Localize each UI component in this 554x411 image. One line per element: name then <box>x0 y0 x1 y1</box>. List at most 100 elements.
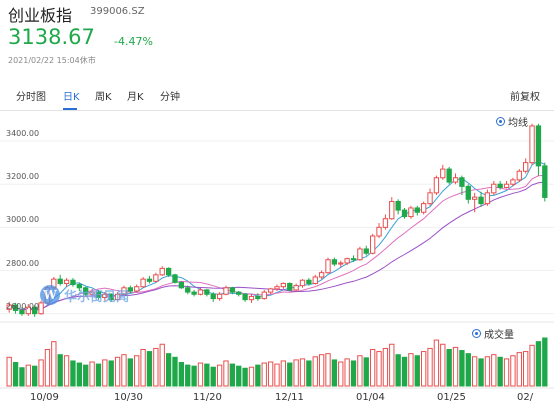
candle-body <box>153 274 159 282</box>
volume-bar <box>503 358 510 387</box>
candle-body <box>32 306 38 315</box>
volume-bar <box>440 343 446 387</box>
candle-body <box>414 207 420 213</box>
tab-daily-k[interactable]: 日K <box>63 92 80 103</box>
volume-bar <box>293 359 299 387</box>
candle-body <box>472 196 478 200</box>
volume-bar <box>159 343 165 387</box>
volume-bar <box>433 339 440 387</box>
volume-bar <box>114 356 121 387</box>
volume-bar <box>312 356 318 387</box>
volume-bar <box>529 344 535 387</box>
candle-body <box>389 200 395 220</box>
x-tick-label: 01/04 <box>356 392 385 403</box>
volume-bar <box>191 365 197 387</box>
volume-bar <box>510 355 516 387</box>
volume-bar <box>236 365 242 387</box>
volume-bar <box>108 360 114 387</box>
volume-bar <box>472 356 478 387</box>
volume-legend-toggle[interactable]: 成交量 <box>472 326 514 341</box>
volume-bar <box>165 353 172 387</box>
candle-body <box>216 293 223 300</box>
candle-body <box>478 196 484 205</box>
volume-bar <box>216 364 223 387</box>
candle-body <box>178 281 185 289</box>
candle-body <box>376 226 382 237</box>
volume-bar <box>516 352 522 387</box>
tab-minute[interactable]: 分钟 <box>160 92 180 103</box>
candle-body <box>25 306 31 315</box>
volume-bar <box>306 360 312 387</box>
candle-body <box>338 262 344 265</box>
candle-body <box>395 200 401 211</box>
candle-body <box>542 165 548 198</box>
candle-body <box>255 295 261 300</box>
candle-body <box>408 207 414 218</box>
candle-body <box>248 295 255 301</box>
candle-body <box>306 279 312 284</box>
index-name: 创业板指 <box>8 6 73 25</box>
candle-body <box>369 235 376 254</box>
tab-weekly-k[interactable]: 周K <box>95 92 112 103</box>
radio-icon <box>496 117 505 126</box>
volume-bar <box>325 353 331 387</box>
candle-body <box>204 289 210 295</box>
volume-bar <box>76 362 82 387</box>
y-tick-label: 3000.00 <box>6 215 40 225</box>
x-tick-label: 10/09 <box>30 392 59 403</box>
candle-body <box>446 168 452 183</box>
volume-bar <box>248 366 255 387</box>
candle-body <box>427 192 433 205</box>
candle-body <box>287 282 293 291</box>
volume-bar <box>491 354 497 387</box>
candle-body <box>529 125 535 164</box>
adjust-selector[interactable]: 前复权 <box>510 92 540 103</box>
candle-body <box>312 276 318 284</box>
candle-body <box>223 287 229 295</box>
candle-body <box>267 288 274 293</box>
candle-body <box>114 293 121 301</box>
volume-bar <box>153 347 159 387</box>
ma-legend-label: 均线 <box>508 118 528 129</box>
volume-bar <box>338 361 344 387</box>
ma-legend-toggle[interactable]: 均线 <box>496 114 528 129</box>
volume-bar <box>382 347 389 387</box>
index-code: 399006.SZ <box>90 6 145 17</box>
volume-bar <box>44 348 51 387</box>
change-percent: -4.47% <box>114 35 153 48</box>
volume-bar <box>12 362 19 387</box>
volume-bar <box>197 362 204 387</box>
candle-body <box>191 291 197 295</box>
volume-bar <box>376 351 382 387</box>
watermark-logo-icon: W <box>40 285 60 305</box>
volume-bar <box>484 356 491 387</box>
ma-line-ma10 <box>9 174 545 311</box>
candle-body <box>102 293 108 298</box>
candle-body <box>363 248 369 254</box>
volume-bar <box>172 356 178 387</box>
candle-body <box>236 291 242 295</box>
volume-bar <box>134 355 140 387</box>
tab-intraday[interactable]: 分时图 <box>16 92 46 103</box>
volume-bar <box>255 364 261 387</box>
candle-body <box>433 177 440 194</box>
volume-bar <box>446 348 452 387</box>
y-tick-label: 2800.00 <box>6 258 40 268</box>
volume-bar <box>83 364 89 387</box>
volume-bar <box>389 343 395 387</box>
candle-body <box>210 293 216 300</box>
x-tick-label: 11/20 <box>193 392 222 403</box>
volume-bar <box>51 341 57 387</box>
candle-body <box>344 258 350 264</box>
volume-bar <box>19 367 25 387</box>
x-tick-label: 10/30 <box>114 392 143 403</box>
volume-bar <box>127 358 134 387</box>
candle-body <box>523 162 529 172</box>
candle-body <box>95 291 102 298</box>
tab-monthly-k[interactable]: 月K <box>127 92 144 103</box>
candle-body <box>503 183 510 188</box>
volume-bar <box>408 353 414 387</box>
candle-body <box>459 177 465 187</box>
candle-body <box>140 278 146 288</box>
volume-bar <box>331 359 338 387</box>
